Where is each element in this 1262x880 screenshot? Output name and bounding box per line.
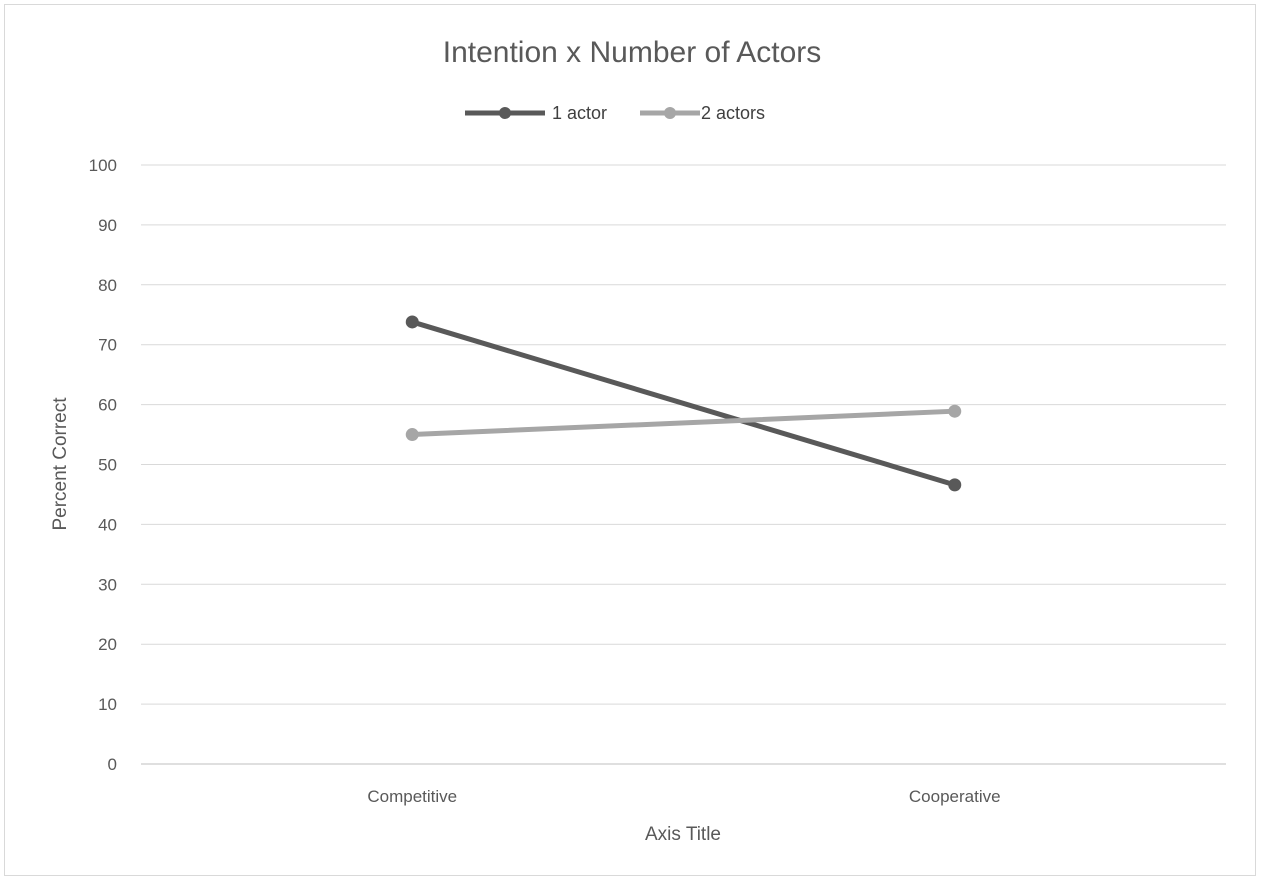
y-tick-label: 0 bbox=[108, 755, 117, 774]
chart-title: Intention x Number of Actors bbox=[443, 36, 822, 69]
legend-label-1-actor: 1 actor bbox=[552, 103, 607, 123]
y-tick-label: 30 bbox=[98, 575, 117, 594]
x-tick-label: Competitive bbox=[367, 787, 457, 806]
x-axis-label: Axis Title bbox=[645, 824, 721, 845]
y-axis-ticks: 0 10 20 30 40 50 60 70 80 90 100 bbox=[89, 156, 117, 774]
gridlines bbox=[141, 164, 1226, 765]
y-tick-label: 40 bbox=[98, 515, 117, 534]
data-point-1-actor bbox=[948, 478, 962, 492]
legend-marker-1-actor bbox=[499, 107, 511, 119]
series-lines bbox=[405, 315, 962, 492]
legend: 1 actor 2 actors bbox=[465, 103, 765, 123]
y-tick-label: 90 bbox=[98, 216, 117, 235]
legend-marker-2-actors bbox=[664, 107, 676, 119]
legend-label-2-actors: 2 actors bbox=[701, 103, 765, 123]
legend-item-2-actors[interactable]: 2 actors bbox=[640, 103, 765, 123]
series-line-2-actors bbox=[409, 408, 958, 438]
series-line-1-actor bbox=[409, 319, 958, 488]
data-point-1-actor bbox=[405, 315, 419, 329]
y-tick-label: 100 bbox=[89, 156, 117, 175]
data-point-2-actors bbox=[405, 428, 419, 442]
x-axis-ticks: Competitive Cooperative bbox=[367, 787, 1000, 806]
y-tick-label: 70 bbox=[98, 336, 117, 355]
y-tick-label: 50 bbox=[98, 456, 117, 475]
legend-item-1-actor[interactable]: 1 actor bbox=[465, 103, 607, 123]
y-axis-label: Percent Correct bbox=[50, 397, 71, 531]
y-tick-label: 20 bbox=[98, 635, 117, 654]
y-tick-label: 80 bbox=[98, 276, 117, 295]
y-tick-label: 60 bbox=[98, 396, 117, 415]
y-tick-label: 10 bbox=[98, 695, 117, 714]
x-tick-label: Cooperative bbox=[909, 787, 1001, 806]
data-point-2-actors bbox=[948, 404, 962, 418]
chart-frame bbox=[4, 4, 1256, 876]
